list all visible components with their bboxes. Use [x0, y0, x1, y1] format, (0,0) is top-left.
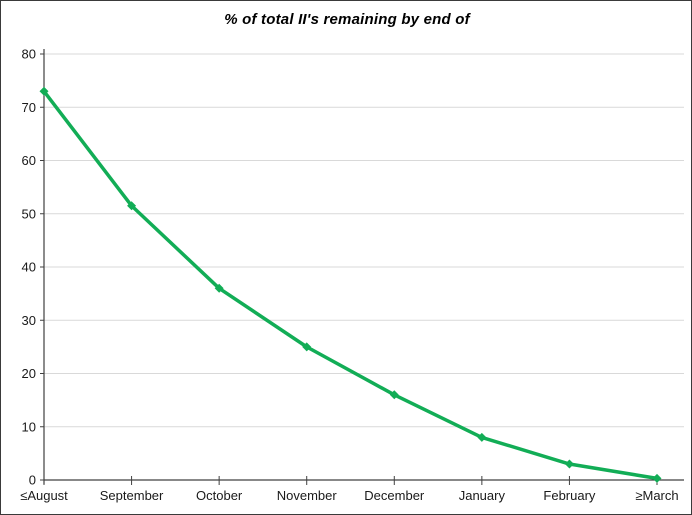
- y-axis-label: 0: [29, 473, 36, 488]
- x-axis-label: February: [543, 488, 596, 503]
- y-axis-label: 30: [22, 313, 36, 328]
- x-axis-label: November: [277, 488, 338, 503]
- data-line: [42, 89, 659, 481]
- chart-title: % of total II's remaining by end of: [224, 11, 470, 28]
- x-axis-label: January: [459, 488, 506, 503]
- x-axis-label: ≥March: [635, 488, 678, 503]
- data-point-marker: [652, 473, 662, 483]
- y-axis-label: 80: [22, 47, 36, 62]
- data-point-marker: [302, 342, 312, 352]
- x-axis-label: December: [364, 488, 425, 503]
- y-axis-label: 40: [22, 260, 36, 275]
- data-point-marker: [127, 201, 137, 211]
- y-axis-label: 60: [22, 153, 36, 168]
- y-axis-label: 20: [22, 366, 36, 381]
- y-axis-label: 50: [22, 206, 36, 221]
- y-axis-label: 10: [22, 419, 36, 434]
- data-point-marker: [39, 86, 49, 96]
- x-axis-label: September: [100, 488, 164, 503]
- x-axis-label: ≤August: [20, 488, 68, 503]
- y-axis-label: 70: [22, 100, 36, 115]
- data-point-marker: [477, 432, 487, 442]
- x-axis-label: October: [196, 488, 243, 503]
- data-point-marker: [214, 283, 224, 293]
- data-point-marker: [389, 390, 399, 400]
- data-point-marker: [564, 459, 574, 469]
